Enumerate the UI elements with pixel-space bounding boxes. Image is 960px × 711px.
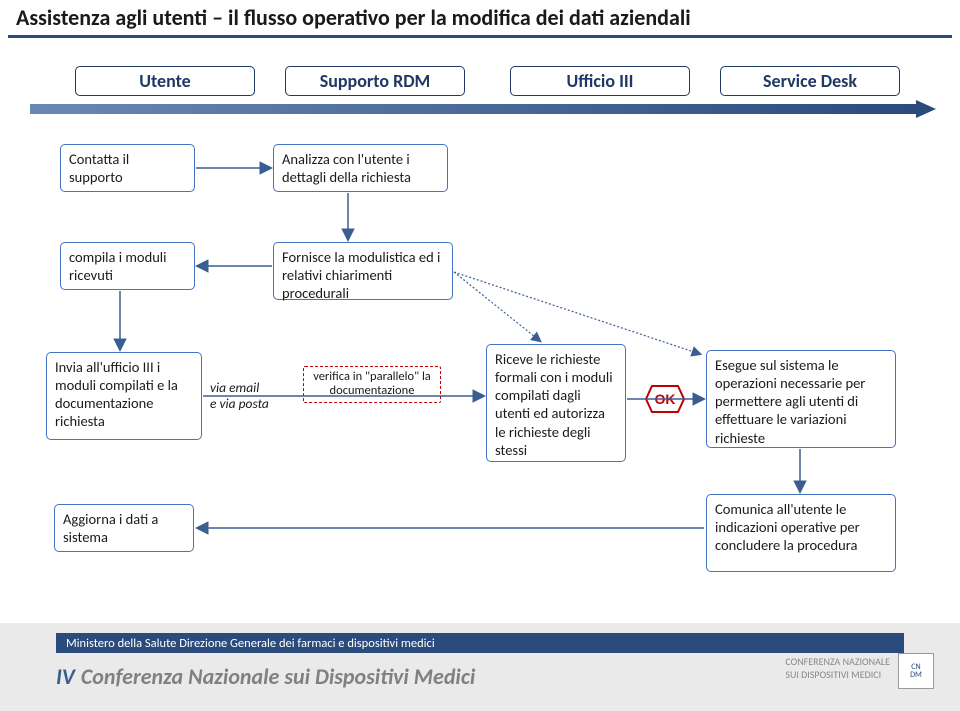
box-comunica: Comunica all'utente le indicazioni opera… <box>706 494 896 572</box>
box-analizza: Analizza con l'utente i dettagli della r… <box>273 144 448 192</box>
footer-right-line1: CONFERENZA NAZIONALE <box>785 655 890 668</box>
box-fornisce: Fornisce la modulistica ed i relativi ch… <box>273 242 453 300</box>
box-compila: compila i moduli ricevuti <box>60 242 195 290</box>
box-riceve: Riceve le richieste formali con i moduli… <box>486 344 626 462</box>
lane-service: Service Desk <box>720 66 900 96</box>
box-esegue: Esegue sul sistema le operazioni necessa… <box>706 350 896 448</box>
box-invia: Invia all'ufficio III i moduli compilati… <box>46 352 202 440</box>
footer-right-line2: SUI DISPOSITIVI MEDICI <box>785 668 890 681</box>
footer-right: CONFERENZA NAZIONALE SUI DISPOSITIVI MED… <box>785 655 890 681</box>
footer-event-prefix: IV <box>56 663 75 690</box>
lane-supporto: Supporto RDM <box>285 66 465 96</box>
footer: Ministero della Salute Direzione General… <box>0 623 960 711</box>
footer-ministry: Ministero della Salute Direzione General… <box>56 633 904 653</box>
footer-event: IVConferenza Nazionale sui Dispositivi M… <box>56 663 475 690</box>
cndm-logo-icon: CN DM <box>898 653 934 689</box>
svg-text:OK: OK <box>655 391 676 407</box>
lane-utente: Utente <box>75 66 255 96</box>
box-contatta: Contatta il supporto <box>60 144 195 192</box>
footer-event-name: Conferenza Nazionale sui Dispositivi Med… <box>81 663 475 690</box>
ok-stamp-icon: OK <box>644 382 686 416</box>
box-aggiorna: Aggiorna i dati a sistema <box>54 504 194 552</box>
title-bar: Assistenza agli utenti – il flusso opera… <box>8 4 952 38</box>
label-via: via email e via posta <box>210 380 282 411</box>
box-verifica: verifica in "parallelo" la documentazion… <box>303 366 441 403</box>
lane-ufficio: Ufficio III <box>510 66 690 96</box>
page-title: Assistenza agli utenti – il flusso opera… <box>16 4 691 31</box>
